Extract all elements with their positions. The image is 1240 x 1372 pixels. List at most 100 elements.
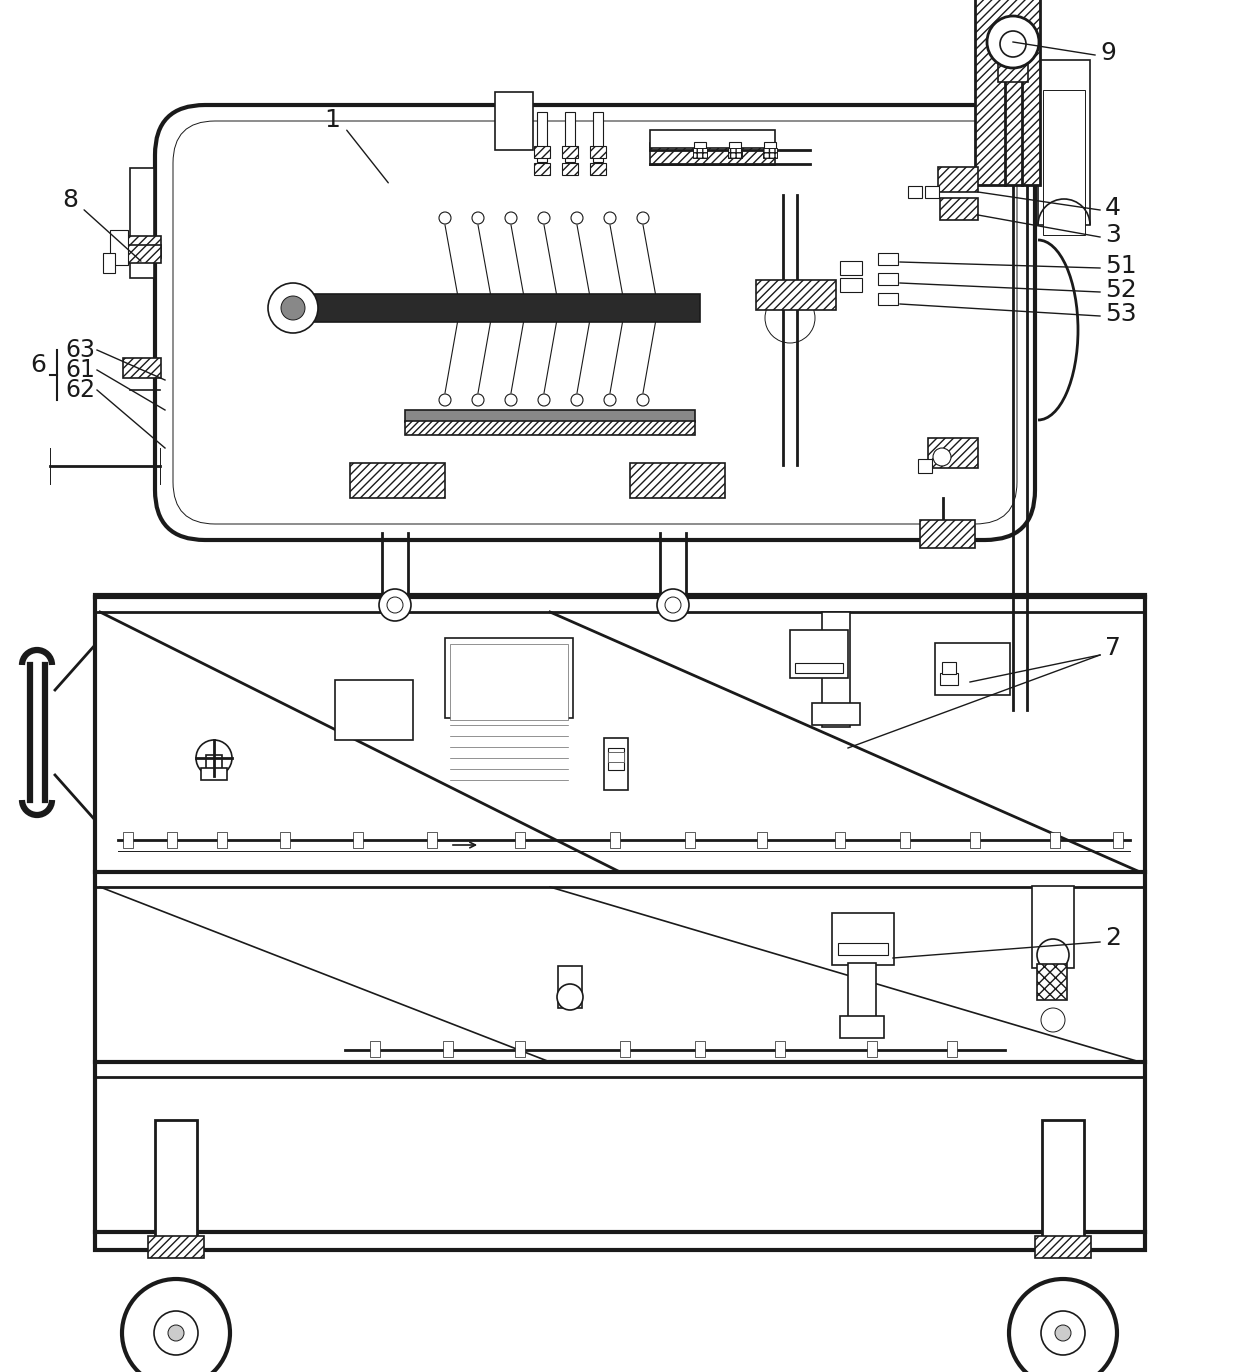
Circle shape — [932, 449, 951, 466]
Bar — [822, 612, 849, 727]
Bar — [908, 187, 923, 198]
Bar — [942, 663, 956, 674]
Bar — [764, 141, 776, 156]
Circle shape — [387, 597, 403, 613]
Bar — [537, 113, 547, 162]
Bar — [201, 768, 227, 781]
Circle shape — [505, 394, 517, 406]
Circle shape — [122, 1279, 229, 1372]
Text: 52: 52 — [1105, 279, 1137, 302]
Bar — [1114, 831, 1123, 848]
Bar — [450, 643, 568, 720]
Bar — [110, 230, 128, 265]
Bar — [756, 280, 836, 310]
Text: 3: 3 — [1105, 224, 1121, 247]
Circle shape — [1042, 1008, 1065, 1032]
Bar — [95, 595, 1145, 1250]
Circle shape — [637, 394, 649, 406]
Circle shape — [472, 394, 484, 406]
Bar — [1035, 1236, 1091, 1258]
Bar — [405, 410, 694, 423]
Circle shape — [472, 213, 484, 224]
Bar — [1042, 1120, 1084, 1253]
Bar — [123, 358, 161, 379]
Bar — [562, 163, 578, 176]
Bar — [940, 674, 959, 685]
Bar — [694, 141, 706, 156]
Bar — [839, 1017, 884, 1039]
Text: 4: 4 — [1105, 196, 1121, 220]
Bar — [353, 831, 363, 848]
Bar — [350, 462, 445, 498]
Circle shape — [1037, 938, 1069, 971]
Bar — [835, 831, 844, 848]
Bar — [693, 148, 707, 158]
Bar — [729, 141, 742, 156]
Text: 51: 51 — [1105, 254, 1137, 279]
Circle shape — [439, 213, 451, 224]
Bar — [103, 252, 115, 273]
Bar — [839, 279, 862, 292]
Bar — [610, 831, 620, 848]
Bar — [620, 1041, 630, 1056]
Bar — [1043, 91, 1085, 235]
Text: 6: 6 — [30, 353, 46, 377]
Circle shape — [1055, 1325, 1071, 1340]
Bar — [405, 421, 694, 435]
Bar — [1037, 965, 1066, 1000]
Bar — [928, 438, 978, 468]
Bar — [443, 1041, 453, 1056]
Circle shape — [538, 213, 551, 224]
Circle shape — [665, 597, 681, 613]
Bar — [562, 145, 578, 158]
Text: 62: 62 — [64, 379, 95, 402]
Circle shape — [570, 213, 583, 224]
Bar — [123, 831, 133, 848]
Circle shape — [167, 1325, 184, 1340]
Bar — [130, 167, 154, 279]
Bar — [925, 187, 939, 198]
Text: 2: 2 — [1105, 926, 1121, 949]
Bar — [148, 1236, 205, 1258]
Bar — [217, 831, 227, 848]
Bar — [763, 148, 777, 158]
Circle shape — [538, 394, 551, 406]
Text: 63: 63 — [64, 338, 95, 362]
Bar — [123, 246, 161, 263]
Bar — [848, 963, 875, 1034]
Bar — [206, 755, 222, 772]
Circle shape — [439, 394, 451, 406]
Bar — [370, 1041, 379, 1056]
Bar — [839, 261, 862, 274]
Bar — [280, 831, 290, 848]
Text: 7: 7 — [1105, 637, 1121, 660]
Bar — [604, 738, 627, 790]
Bar — [920, 520, 975, 547]
Bar — [918, 460, 932, 473]
Circle shape — [987, 16, 1039, 69]
Circle shape — [379, 589, 410, 622]
Bar — [812, 702, 861, 724]
Bar — [935, 643, 1011, 696]
Bar — [878, 273, 898, 285]
Bar — [515, 831, 525, 848]
Bar — [630, 462, 725, 498]
Bar — [650, 143, 775, 165]
Bar — [940, 198, 978, 220]
Bar — [684, 831, 694, 848]
Bar — [1050, 831, 1060, 848]
Bar — [608, 748, 624, 770]
Bar — [878, 252, 898, 265]
Bar — [998, 60, 1028, 82]
Circle shape — [196, 740, 232, 777]
FancyBboxPatch shape — [155, 106, 1035, 541]
Text: 9: 9 — [1100, 41, 1116, 64]
Bar — [694, 1041, 706, 1056]
Bar — [970, 831, 980, 848]
Bar — [728, 148, 742, 158]
Circle shape — [999, 32, 1025, 58]
Circle shape — [505, 213, 517, 224]
Bar — [650, 130, 775, 148]
Circle shape — [570, 394, 583, 406]
Bar — [998, 43, 1028, 62]
